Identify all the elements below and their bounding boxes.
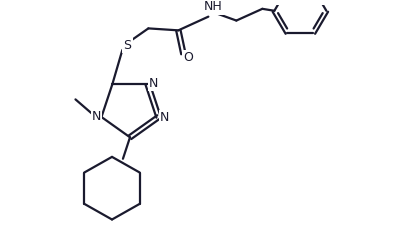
Text: N: N bbox=[92, 110, 101, 122]
Text: NH: NH bbox=[204, 0, 223, 13]
Text: O: O bbox=[183, 51, 193, 64]
Text: N: N bbox=[149, 77, 158, 90]
Text: S: S bbox=[123, 39, 131, 52]
Text: N: N bbox=[160, 112, 169, 124]
